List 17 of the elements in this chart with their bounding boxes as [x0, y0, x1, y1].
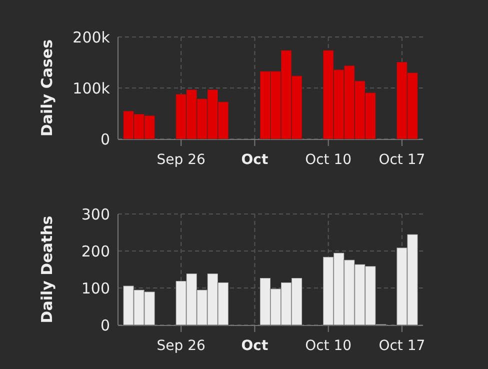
x-tick-label: Sep 26 [156, 338, 206, 354]
x-tick-label: Oct [241, 338, 268, 354]
y-axis-title: Daily Deaths [38, 216, 56, 324]
x-tick-label: Oct [241, 152, 268, 168]
x-tick-label: Oct 10 [305, 338, 352, 354]
y-tick-label: 100 [81, 279, 110, 298]
x-tick-label: Oct 17 [378, 152, 426, 168]
x-tick-label: Oct 10 [305, 152, 352, 168]
y-axis-title: Daily Cases [38, 39, 56, 137]
y-tick-label: 200k [72, 28, 110, 46]
y-tick-label: 0 [100, 316, 110, 334]
y-tick-label: 300 [81, 205, 110, 224]
y-tick-label: 0 [100, 130, 110, 148]
y-tick-label: 200 [81, 242, 110, 260]
y-tick-label: 100k [72, 79, 110, 98]
x-tick-label: Sep 26 [156, 152, 206, 168]
x-tick-label: Oct 17 [378, 338, 426, 354]
